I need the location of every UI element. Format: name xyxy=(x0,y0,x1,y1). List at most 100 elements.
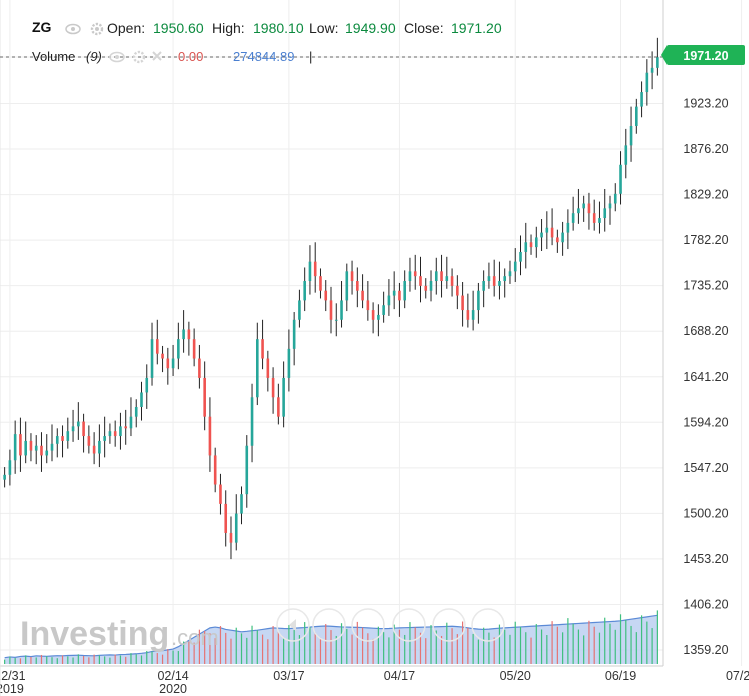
candle-body xyxy=(13,434,17,461)
candle-body xyxy=(371,310,375,320)
candle-body xyxy=(308,261,312,282)
volume-bar xyxy=(562,632,564,664)
open-value: 1950.60 xyxy=(153,20,204,36)
last-price-badge-pointer xyxy=(661,45,667,65)
candle-body xyxy=(392,290,396,296)
volume-bar xyxy=(504,629,506,664)
volume-bar xyxy=(161,654,164,664)
candle-body xyxy=(540,232,543,238)
volume-bar xyxy=(404,634,406,664)
candle-body xyxy=(340,300,343,320)
arrow-left-icon xyxy=(289,619,296,631)
candle-body xyxy=(229,532,233,543)
open-label: Open: xyxy=(107,20,145,36)
candle-body xyxy=(350,271,354,282)
volume-bar xyxy=(325,624,327,664)
volume-bar xyxy=(335,635,337,664)
candle-body xyxy=(87,436,91,446)
volume-bar xyxy=(46,656,48,664)
candle-body xyxy=(108,431,112,437)
toolbar-button-search[interactable] xyxy=(392,608,426,642)
toolbar-button-zoom-in[interactable] xyxy=(312,608,346,642)
volume-bar xyxy=(198,629,200,664)
volume-bar xyxy=(351,634,353,664)
candle-body xyxy=(603,208,607,219)
candle-body xyxy=(24,440,27,456)
volume-bar xyxy=(304,622,306,664)
volume-bar xyxy=(614,629,616,664)
candle-body xyxy=(413,271,417,277)
candle-body xyxy=(419,276,422,286)
date-tick-label: 07/22 xyxy=(726,669,749,683)
chart-header: ZG Open: 1950.60 High: 1980.10 Low: 1949… xyxy=(32,19,502,64)
date-tick-label: 12/31 xyxy=(0,669,26,683)
candle-body xyxy=(477,290,480,311)
date-tick-year-label: 2020 xyxy=(159,682,187,696)
toolbar-button-zoom-out[interactable] xyxy=(351,608,385,642)
volume-bar xyxy=(425,638,427,664)
toolbar-button-prev[interactable] xyxy=(276,608,310,642)
toolbar-button-reset[interactable] xyxy=(432,608,466,642)
candle-body xyxy=(524,242,528,252)
volume-gear-icon[interactable] xyxy=(132,50,146,64)
candle-body xyxy=(624,145,628,165)
volume-ma-line xyxy=(4,614,658,659)
candle-body xyxy=(40,445,43,456)
volume-bar xyxy=(462,621,464,664)
candle-body xyxy=(529,242,533,248)
volume-bar xyxy=(314,632,316,664)
volume-bar xyxy=(498,624,501,664)
candle-body xyxy=(145,377,149,393)
volume-bar xyxy=(530,637,532,664)
close-value: 1971.20 xyxy=(451,20,502,36)
candle-body xyxy=(8,460,12,475)
volume-bar xyxy=(625,620,627,664)
candle-body xyxy=(234,513,238,543)
candle-body xyxy=(61,436,64,441)
candle-body xyxy=(287,348,291,378)
volume-bar xyxy=(514,621,516,664)
volume-bar xyxy=(456,634,458,664)
volume-bar xyxy=(109,657,111,664)
candle-body xyxy=(534,237,538,248)
volume-close-icon[interactable] xyxy=(152,51,162,61)
candle-body xyxy=(592,213,596,223)
volume-bar xyxy=(414,627,416,664)
volume-eye-icon[interactable] xyxy=(109,51,125,63)
candle-body xyxy=(635,106,638,126)
volume-bar xyxy=(230,638,232,664)
volume-bar xyxy=(567,618,569,664)
candle-body xyxy=(629,125,633,146)
candle-body xyxy=(587,203,591,214)
candle-body xyxy=(440,271,443,282)
volume-bar xyxy=(556,626,558,664)
volume-bar xyxy=(82,655,85,664)
candle-body xyxy=(324,290,328,301)
volume-bar xyxy=(309,627,311,664)
volume-bar xyxy=(477,639,479,664)
gear-icon[interactable] xyxy=(90,22,104,36)
volume-bar xyxy=(630,625,632,664)
price-tick-label: 1876.20 xyxy=(683,142,728,156)
toolbar-button-next[interactable] xyxy=(471,608,505,642)
candle-body xyxy=(556,237,559,243)
candle-body xyxy=(429,281,433,291)
price-tick-label: 1500.20 xyxy=(683,506,728,520)
volume-bar xyxy=(446,622,448,664)
volume-bar xyxy=(219,626,222,664)
volume-bar xyxy=(604,617,606,664)
volume-bar xyxy=(104,656,106,664)
volume-bar xyxy=(172,650,174,664)
volume-bar xyxy=(546,635,548,664)
candle-body xyxy=(166,358,170,369)
candle-body xyxy=(256,339,259,398)
candle-body xyxy=(356,281,359,291)
last-price-badge-bg xyxy=(667,45,745,65)
candle-body xyxy=(408,271,412,282)
eye-icon[interactable] xyxy=(65,23,81,35)
candle-body xyxy=(519,251,522,262)
volume-bar xyxy=(67,656,69,664)
